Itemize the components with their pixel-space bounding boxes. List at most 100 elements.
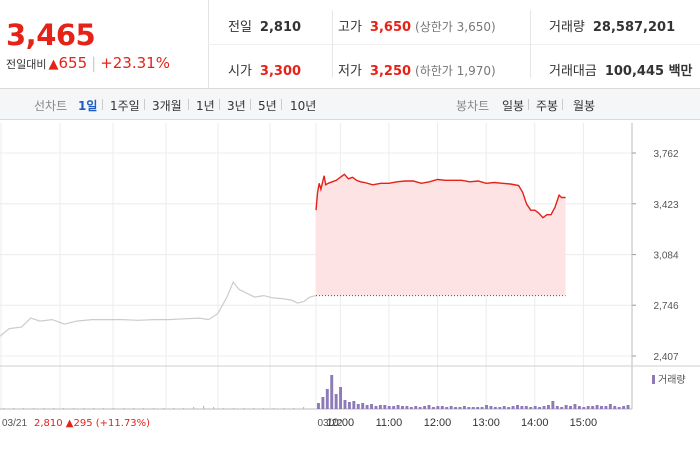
volume-bar xyxy=(103,408,105,409)
volume-bar xyxy=(370,404,373,409)
y-tick-label: 3,084 xyxy=(653,251,678,262)
volume-bar xyxy=(3,408,5,409)
prev-close-label: 전일 xyxy=(228,20,252,35)
volume-bar xyxy=(213,407,215,409)
volume-bar xyxy=(591,406,595,409)
x-tick-label: 12:00 xyxy=(424,417,452,429)
x-tick-label: 15:00 xyxy=(570,417,598,429)
volume-bar xyxy=(498,407,502,409)
volume-bar xyxy=(462,406,466,409)
open-value: 3,300 xyxy=(259,64,302,79)
volume-bar xyxy=(436,406,440,409)
volume-bar xyxy=(293,408,295,409)
volume-label: 거래량 xyxy=(549,20,585,35)
volume-bar xyxy=(529,407,533,409)
tab-10y[interactable]: 10년 xyxy=(290,99,317,113)
volume-bar xyxy=(622,406,626,409)
divider xyxy=(208,44,700,45)
volume-bar xyxy=(73,408,75,409)
volume-bar xyxy=(516,405,519,409)
volume-bar xyxy=(339,387,343,409)
divider xyxy=(332,10,333,78)
volume-bar xyxy=(577,406,581,409)
divider xyxy=(102,99,103,110)
amount-cell: 거래대금 100,445 백만 xyxy=(549,60,693,79)
volume-bar xyxy=(23,408,25,409)
x-tick-label-prev-date: 03/21 xyxy=(2,418,27,429)
divider: | xyxy=(91,54,97,72)
divider xyxy=(281,99,282,110)
tab-weekly[interactable]: 주봉 xyxy=(536,99,559,113)
x-tick-label: 10:00 xyxy=(327,417,355,429)
upper-limit: (상한가 3,650) xyxy=(415,20,496,34)
low-label: 저가 xyxy=(338,64,362,79)
tab-3m[interactable]: 3개월 xyxy=(152,99,182,113)
volume-bar xyxy=(511,406,515,409)
candle-chart-label[interactable]: 봉차트 xyxy=(456,99,490,113)
volume-bar xyxy=(555,406,559,409)
tab-3y[interactable]: 3년 xyxy=(227,99,246,113)
volume-bar xyxy=(361,403,365,409)
x-tick-label-today-date: 03/22 xyxy=(317,418,342,429)
volume-legend-swatch xyxy=(652,375,655,384)
volume-bar xyxy=(263,408,265,409)
change-row: 전일대비 ▲655 | +23.31% xyxy=(6,54,170,72)
volume-bar xyxy=(330,375,334,409)
volume-bar xyxy=(502,406,506,409)
volume-bar xyxy=(560,407,564,409)
volume-bar xyxy=(569,406,573,409)
volume-bar xyxy=(423,406,427,409)
volume-bar xyxy=(449,406,453,409)
volume-bar xyxy=(325,389,329,409)
volume-bar xyxy=(582,407,586,409)
volume-bar xyxy=(418,407,422,409)
low-value: 3,250 xyxy=(369,64,412,79)
volume-bar xyxy=(133,408,135,409)
high-cell: 고가 3,650 (상한가 3,650) xyxy=(338,16,496,35)
volume-bar xyxy=(608,404,612,409)
volume-bar xyxy=(573,404,577,409)
volume-bar xyxy=(223,408,225,409)
open-cell: 시가 3,300 xyxy=(228,60,301,79)
volume-bar xyxy=(533,406,537,409)
y-tick-label: 2,746 xyxy=(653,301,678,312)
volume-bar xyxy=(489,406,493,409)
x-tick-label: 14:00 xyxy=(521,417,549,429)
amount-value: 100,445 백만 xyxy=(604,64,693,79)
volume-bar xyxy=(183,408,185,409)
volume-bar xyxy=(595,405,599,409)
tab-5y[interactable]: 5년 xyxy=(258,99,277,113)
lower-limit: (하한가 1,970) xyxy=(415,64,496,78)
volume-bar xyxy=(356,404,360,409)
tab-monthly[interactable]: 월봉 xyxy=(573,99,596,113)
volume-bar xyxy=(352,401,356,409)
volume-bar xyxy=(409,407,413,409)
tab-daily[interactable]: 일봉 xyxy=(502,99,525,113)
change-percent: +23.31% xyxy=(100,54,170,72)
volume-bar xyxy=(471,407,475,409)
high-value: 3,650 xyxy=(369,20,412,35)
line-chart-label[interactable]: 선차트 xyxy=(34,99,68,113)
volume-bar xyxy=(374,406,378,409)
volume-bar xyxy=(343,400,347,409)
tab-1y[interactable]: 1년 xyxy=(196,99,215,113)
chart-tabs: 선차트 1일 1주일 3개월 1년 3년 5년 10년 봉차트 일봉 주봉 월봉 xyxy=(0,89,700,120)
volume-bar xyxy=(13,408,15,409)
volume-bar xyxy=(378,405,382,409)
volume-bar xyxy=(365,405,369,409)
up-arrow-icon: ▲ xyxy=(48,57,59,72)
volume-bar xyxy=(273,408,275,409)
tab-1d[interactable]: 1일 xyxy=(78,99,98,113)
volume-bar xyxy=(203,406,205,409)
volume-bar xyxy=(253,408,255,409)
y-tick-label: 2,407 xyxy=(653,352,678,363)
volume-bar xyxy=(383,405,387,409)
volume-bar xyxy=(405,406,409,409)
divider xyxy=(528,99,529,110)
volume-bar xyxy=(303,407,305,409)
current-price: 3,465 xyxy=(6,18,96,52)
volume-bar xyxy=(586,406,590,409)
tab-1w[interactable]: 1주일 xyxy=(110,99,140,113)
volume-bar xyxy=(283,408,285,409)
